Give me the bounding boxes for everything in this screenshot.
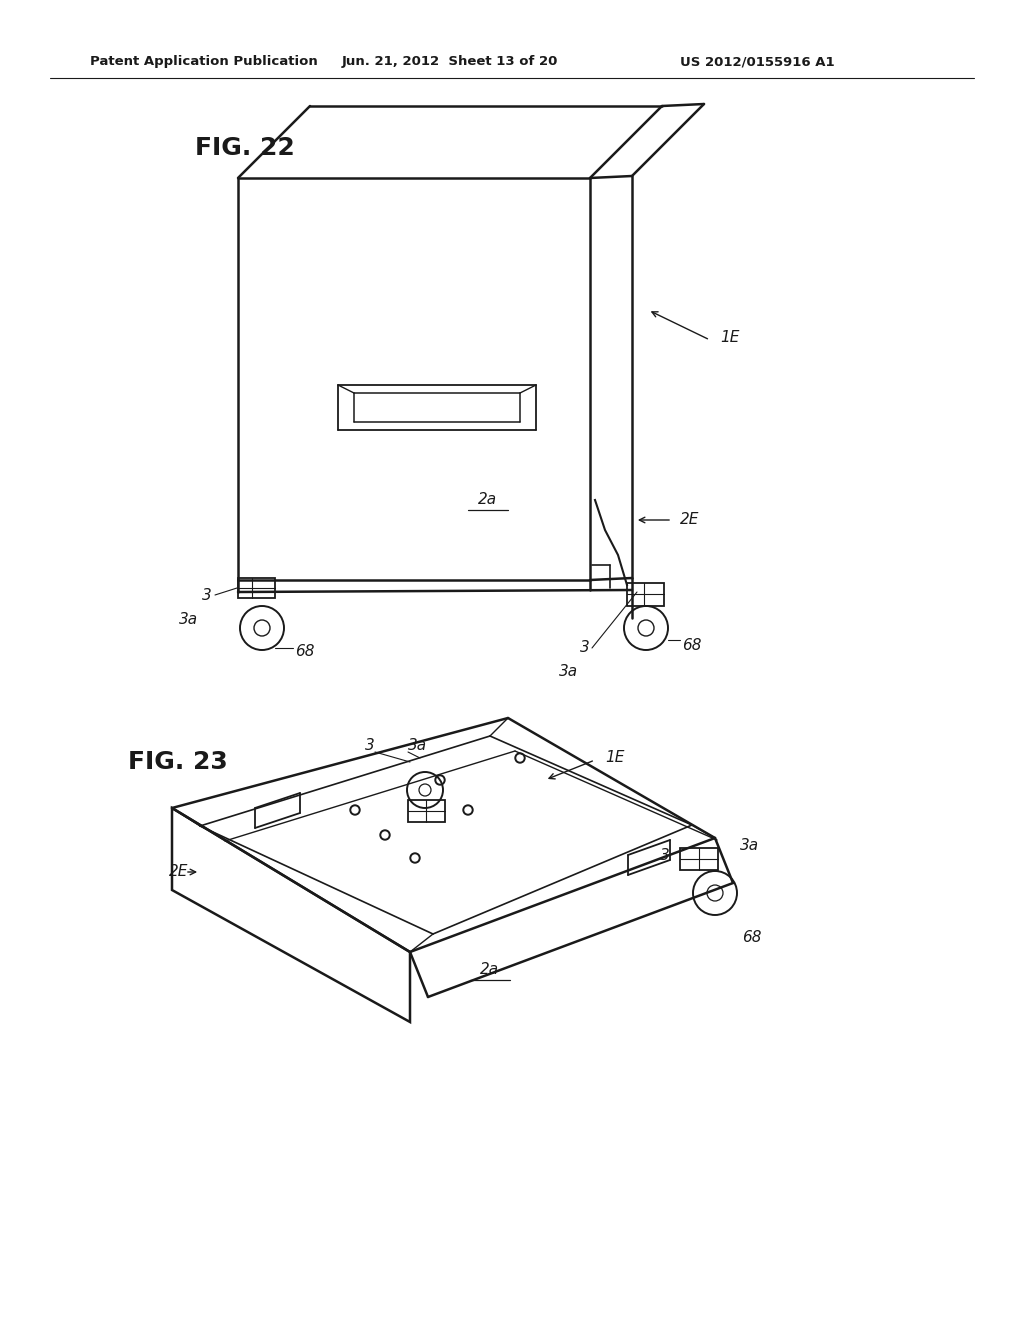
Text: 3a: 3a <box>740 837 759 853</box>
Text: 1E: 1E <box>605 751 625 766</box>
Circle shape <box>515 752 525 763</box>
Text: Patent Application Publication: Patent Application Publication <box>90 55 317 69</box>
Text: Jun. 21, 2012  Sheet 13 of 20: Jun. 21, 2012 Sheet 13 of 20 <box>342 55 558 69</box>
Circle shape <box>437 777 443 783</box>
Text: 3a: 3a <box>179 612 198 627</box>
Circle shape <box>352 807 358 813</box>
Circle shape <box>412 855 418 861</box>
Text: US 2012/0155916 A1: US 2012/0155916 A1 <box>680 55 835 69</box>
Text: 2a: 2a <box>478 492 498 507</box>
Text: 3: 3 <box>581 640 590 656</box>
Circle shape <box>380 830 390 840</box>
Text: 68: 68 <box>742 931 762 945</box>
Text: 3a: 3a <box>559 664 578 680</box>
Text: 3: 3 <box>660 847 670 862</box>
Text: FIG. 22: FIG. 22 <box>195 136 295 160</box>
Text: 2E: 2E <box>680 512 699 528</box>
Text: FIG. 23: FIG. 23 <box>128 750 227 774</box>
Text: 1E: 1E <box>720 330 739 346</box>
Circle shape <box>435 775 445 785</box>
Text: 3a: 3a <box>408 738 427 752</box>
Circle shape <box>463 805 473 814</box>
Text: 3: 3 <box>366 738 375 752</box>
Text: 2a: 2a <box>480 962 500 978</box>
Text: 68: 68 <box>682 639 701 653</box>
Circle shape <box>350 805 360 814</box>
Text: 68: 68 <box>295 644 314 660</box>
Circle shape <box>465 807 471 813</box>
Text: 3: 3 <box>203 587 212 602</box>
Circle shape <box>382 832 388 838</box>
Text: 2E: 2E <box>169 865 188 879</box>
Circle shape <box>410 853 420 863</box>
Circle shape <box>517 755 523 762</box>
